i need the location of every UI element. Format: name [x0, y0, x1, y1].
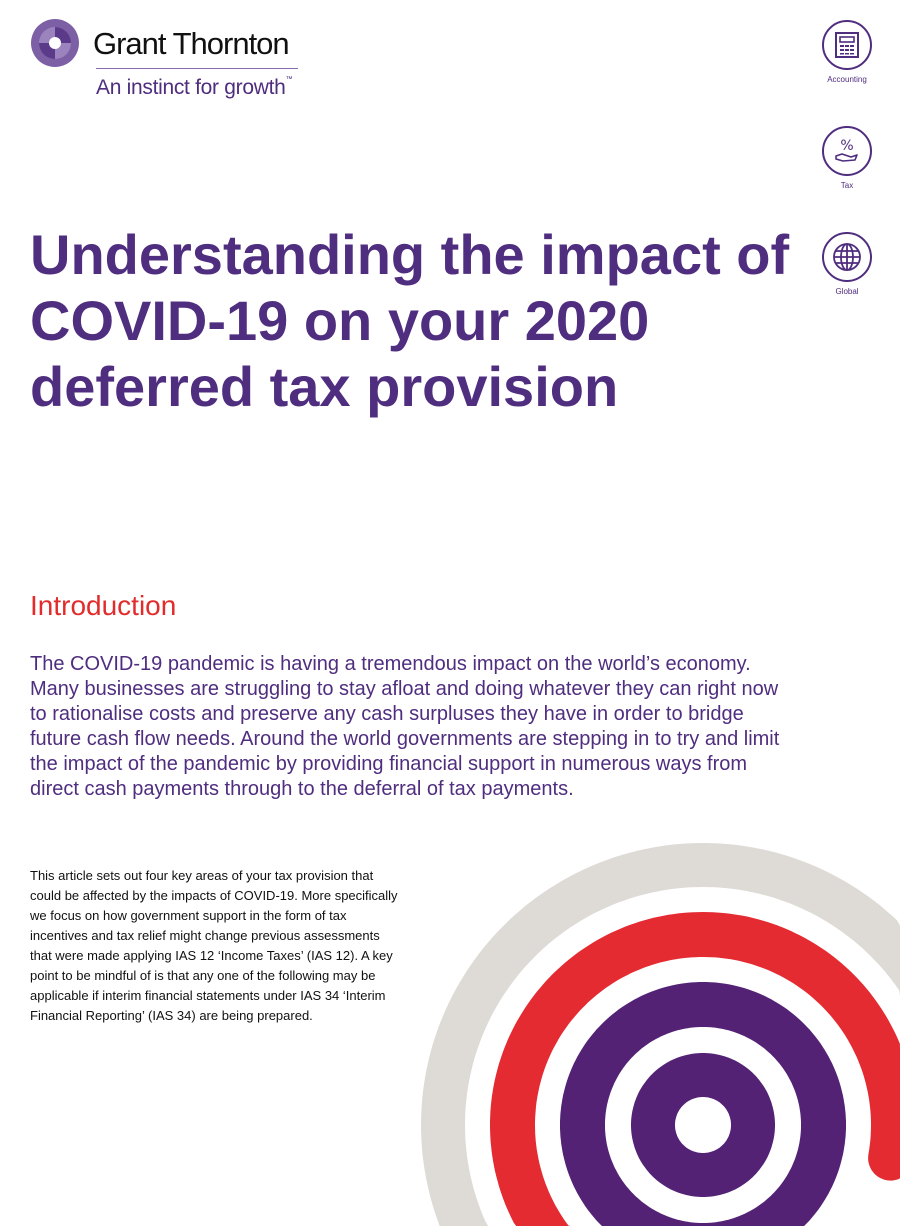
introduction-heading: Introduction — [30, 590, 177, 621]
percent-hand-icon: % — [822, 126, 872, 176]
svg-text:%: % — [840, 138, 853, 154]
logo-swirl-icon — [31, 19, 79, 67]
calculator-icon — [822, 20, 872, 70]
service-accounting: Accounting — [820, 20, 874, 84]
service-label: Tax — [840, 181, 854, 190]
service-tax: % Tax — [820, 126, 874, 190]
grey-ring — [421, 843, 900, 1226]
introduction-lead: The COVID-19 pandemic is having a tremen… — [30, 653, 780, 800]
purple-ring-inner — [631, 1053, 775, 1197]
brand-tagline: An instinct for growth™ — [96, 76, 292, 100]
service-global: Global — [820, 232, 874, 296]
globe-icon — [822, 232, 872, 282]
introduction-body: This article sets out four key areas of … — [30, 868, 398, 1023]
service-label: Global — [835, 287, 859, 296]
trademark: ™ — [285, 76, 293, 83]
purple-ring-outer — [560, 982, 846, 1226]
logo-divider — [96, 68, 298, 69]
service-label: Accounting — [827, 75, 867, 84]
red-ring — [490, 912, 900, 1226]
tagline-text: An instinct for growth — [96, 76, 286, 99]
brand-name: Grant Thornton — [93, 26, 290, 61]
page-title: Understanding the impact of COVID-19 on … — [30, 223, 790, 418]
